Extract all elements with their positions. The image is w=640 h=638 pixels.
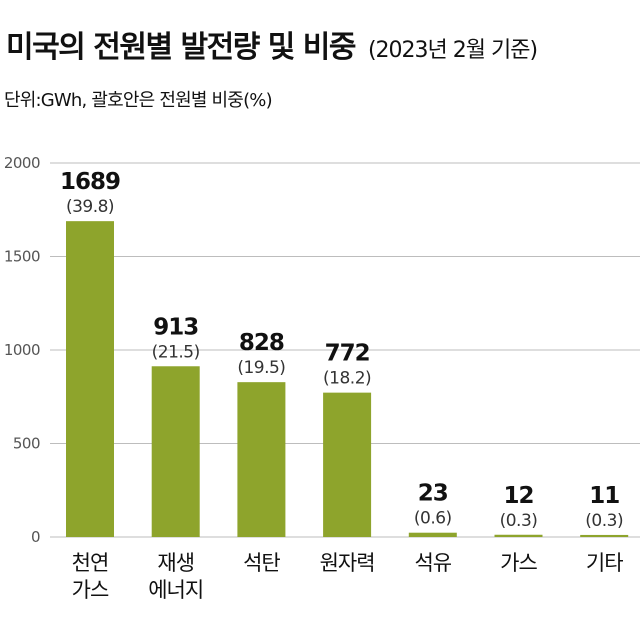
bar-share-label: (19.5) xyxy=(237,358,285,378)
x-tick-label: 가스 xyxy=(500,551,537,575)
unit-label: 단위:GWh, 괄호안은 전원별 비중(%) xyxy=(4,90,273,111)
bar xyxy=(151,366,200,537)
bar-value-label: 11 xyxy=(589,483,619,509)
bar-share-label: (18.2) xyxy=(323,369,371,389)
x-tick-label: 기타 xyxy=(586,551,623,575)
y-tick-label: 0 xyxy=(31,528,40,546)
bar-share-label: (0.3) xyxy=(500,511,538,531)
bar-value-label: 1689 xyxy=(60,169,120,195)
bar-value-label: 23 xyxy=(418,481,448,507)
bar-share-label: (0.6) xyxy=(414,509,452,529)
bar xyxy=(580,534,629,537)
chart-title: 미국의 전원별 발전량 및 비중 (2023년 2월 기준) xyxy=(6,22,538,66)
bar xyxy=(237,382,286,537)
chart-subtitle: (2023년 2월 기준) xyxy=(367,38,538,63)
bar-value-label: 772 xyxy=(325,341,370,367)
bar-share-label: (39.8) xyxy=(66,197,114,217)
bar-share-label: (21.5) xyxy=(152,342,200,362)
y-tick-label: 1500 xyxy=(4,248,40,266)
bar xyxy=(66,221,114,538)
x-tick-label: 원자력 xyxy=(320,551,375,575)
bar-value-label: 12 xyxy=(503,483,533,509)
bar-value-label: 828 xyxy=(239,330,284,356)
x-tick-label: 석탄 xyxy=(243,551,280,575)
x-tick-label: 천연 xyxy=(72,551,109,575)
bar xyxy=(323,392,372,537)
x-tick-label: 재생 xyxy=(157,551,194,575)
x-tick-label: 석유 xyxy=(414,551,451,575)
x-tick-label: 가스 xyxy=(72,578,109,602)
y-tick-label: 2000 xyxy=(4,154,40,172)
bar xyxy=(408,532,457,537)
x-tick-label: 에너지 xyxy=(148,578,203,602)
y-tick-label: 500 xyxy=(13,435,40,453)
bar-share-label: (0.3) xyxy=(585,511,623,531)
bar xyxy=(494,534,543,537)
y-tick-label: 1000 xyxy=(4,341,40,359)
bar-value-label: 913 xyxy=(153,314,198,340)
title-text: 미국의 전원별 발전량 및 비중 xyxy=(6,30,356,65)
